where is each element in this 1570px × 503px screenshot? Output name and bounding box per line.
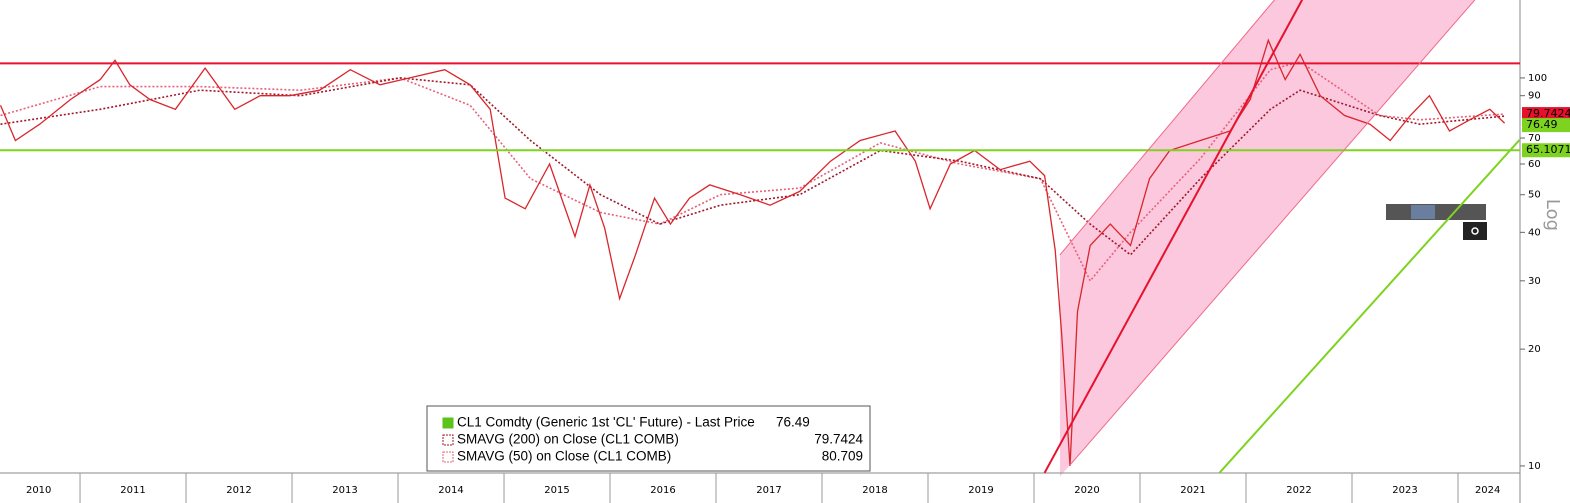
- x-tick-label: 2019: [968, 485, 993, 496]
- x-tick-label: 2011: [120, 485, 145, 496]
- y-tick-label: 40: [1528, 227, 1541, 238]
- trend-line: [1069, 0, 1476, 466]
- price-tag: [1522, 107, 1570, 122]
- legend-swatch: [442, 451, 454, 463]
- trend-line: [1059, 0, 1275, 256]
- y-tick-label: 100: [1528, 73, 1547, 84]
- legend-label: SMAVG (200) on Close (CL1 COMB): [457, 432, 679, 447]
- legend-swatch: [442, 417, 454, 429]
- legend-label: CL1 Comdty (Generic 1st 'CL' Future) - L…: [457, 415, 755, 430]
- x-tick-label: 2013: [332, 485, 357, 496]
- toolbar-bg[interactable]: [1386, 204, 1486, 220]
- x-tick-label: 2015: [544, 485, 569, 496]
- legend-label: SMAVG (50) on Close (CL1 COMB): [457, 449, 671, 464]
- series-line: [0, 77, 1505, 256]
- toolbar-button[interactable]: [1463, 222, 1487, 240]
- trend-line: [1218, 139, 1521, 474]
- icon: [1471, 227, 1479, 235]
- price-tag: [1522, 118, 1570, 133]
- x-tick-label: 2021: [1180, 485, 1205, 496]
- y-tick-label: 70: [1528, 133, 1541, 144]
- legend-swatch: [442, 434, 454, 446]
- price-tag: [1522, 143, 1570, 158]
- x-tick-label: 2018: [862, 485, 887, 496]
- x-tick-label: 2012: [226, 485, 251, 496]
- legend-value: 76.49: [776, 415, 810, 430]
- y-tick-label: 10: [1528, 461, 1541, 472]
- y-tick-label: 20: [1528, 344, 1541, 355]
- x-tick-label: 2022: [1286, 485, 1311, 496]
- price-tag-label: 76.49: [1526, 118, 1558, 131]
- legend-value: 80.709: [822, 449, 863, 464]
- y-tick-label: 50: [1528, 190, 1541, 201]
- y-tick-label: 30: [1528, 276, 1541, 287]
- x-tick-label: 2023: [1392, 485, 1417, 496]
- trend-line: [1043, 0, 1304, 474]
- legend-box: [426, 405, 871, 472]
- x-tick-label: 2017: [756, 485, 781, 496]
- x-tick-label: 2010: [26, 485, 51, 496]
- series-line: [0, 38, 1506, 466]
- toolbar[interactable]: [1386, 204, 1487, 240]
- price-tag-label: 79.7424: [1526, 107, 1570, 120]
- legend-value: 79.7424: [814, 432, 863, 447]
- toolbar-button[interactable]: [1411, 205, 1435, 219]
- scale-label: Log: [1542, 199, 1563, 231]
- y-tick-label: 60: [1528, 159, 1541, 170]
- x-tick-label: 2016: [650, 485, 675, 496]
- x-tick-label: 2014: [438, 485, 463, 496]
- y-tick-label: 90: [1528, 91, 1541, 102]
- price-tag-label: 65.1071: [1526, 143, 1570, 156]
- x-tick-label: 2020: [1074, 485, 1099, 496]
- legend: [426, 405, 871, 472]
- x-tick-label: 2024: [1475, 485, 1500, 496]
